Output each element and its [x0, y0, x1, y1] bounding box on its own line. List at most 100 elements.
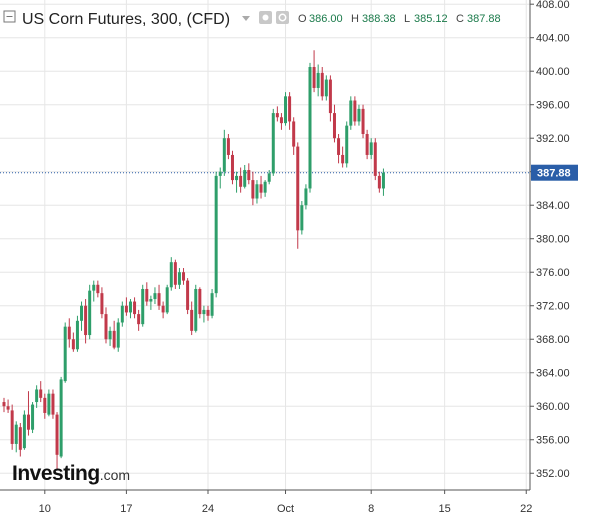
candle-down: [275, 106, 279, 122]
candle-down: [124, 297, 128, 316]
candle-body: [22, 414, 26, 449]
svg-text:Investing.com: Investing.com: [12, 462, 130, 485]
candle-up: [31, 402, 35, 434]
current-price-badge-label: 387.88: [537, 168, 571, 180]
candle-down: [251, 171, 255, 206]
collapse-icon[interactable]: [3, 10, 16, 23]
candle-up: [177, 268, 181, 289]
candle-up: [108, 326, 112, 346]
candle-body: [63, 326, 67, 382]
candle-body: [39, 389, 43, 398]
candle-body: [88, 290, 92, 336]
candle-down: [292, 117, 296, 155]
candle-body: [10, 410, 14, 444]
candle-up: [300, 201, 304, 235]
x-tick-label: 8: [368, 503, 374, 515]
current-price-badge-layer: 387.88: [531, 164, 578, 181]
candle-up: [304, 184, 308, 210]
candle-up: [169, 257, 173, 291]
candle-body: [341, 154, 345, 164]
candle-up: [128, 299, 132, 319]
candle-up: [194, 284, 198, 333]
candle-body: [161, 305, 165, 313]
candle-down: [112, 320, 116, 350]
candle-body: [296, 146, 300, 231]
candles: [2, 50, 385, 470]
candle-body: [365, 134, 369, 155]
y-tick-label: 360.00: [536, 401, 570, 413]
candle-down: [230, 150, 234, 185]
candle-body: [177, 272, 181, 285]
candle-body: [173, 262, 177, 285]
candle-body: [324, 79, 328, 97]
candle-down: [43, 393, 47, 419]
candle-down: [100, 287, 104, 319]
candle-body: [137, 314, 141, 325]
candle-up: [210, 288, 214, 319]
logo-main-text: Investing: [12, 462, 100, 485]
x-tick-label: 24: [202, 503, 214, 515]
gear-icon[interactable]: [276, 11, 289, 24]
ohlc-readout: O 386.00 H 388.38 L 385.12 C 387.88: [298, 13, 501, 25]
candle-up: [92, 280, 96, 302]
candle-down: [137, 309, 141, 331]
candle-body: [369, 142, 373, 155]
candle-body: [120, 305, 124, 323]
y-tick-label: 380.00: [536, 234, 570, 246]
ohlc-low-label: L: [404, 13, 410, 25]
investing-logo: Investing.com: [12, 462, 130, 485]
candle-body: [198, 288, 202, 315]
candle-down: [353, 96, 357, 126]
candle-body: [67, 326, 71, 340]
y-tick-label: 384.00: [536, 200, 570, 212]
candle-up: [308, 62, 312, 193]
candle-down: [6, 399, 10, 413]
candle-down: [226, 134, 230, 160]
candle-body: [80, 305, 84, 321]
candle-body: [104, 314, 108, 340]
candle-body: [304, 188, 308, 206]
ohlc-high-label: H: [351, 13, 359, 25]
candle-body: [275, 113, 279, 118]
candle-down: [239, 167, 243, 193]
candle-down: [320, 67, 324, 101]
candle-body: [149, 299, 153, 302]
y-tick-label: 368.00: [536, 334, 570, 346]
x-tick-label: 10: [39, 503, 51, 515]
candle-body: [337, 138, 341, 155]
eye-icon[interactable]: [259, 11, 272, 24]
candle-up: [349, 96, 353, 130]
candle-body: [308, 67, 312, 189]
candle-up: [59, 376, 63, 459]
y-axis: 352.00 356.00 360.00 364.00 368.00 372.00 376.…: [530, 0, 570, 480]
ohlc-high-value: 388.38: [362, 13, 396, 25]
candle-body: [128, 301, 132, 313]
ohlc-close-value: 387.88: [467, 13, 501, 25]
candle-body: [2, 402, 6, 407]
x-tick-label: 17: [120, 503, 132, 515]
candle-body: [6, 406, 10, 410]
candle-down: [361, 104, 365, 139]
current-price-badge-bg: [531, 164, 578, 181]
candle-up: [141, 284, 145, 327]
candle-body: [214, 175, 218, 294]
candle-down: [84, 299, 88, 344]
candle-up: [324, 75, 328, 101]
candle-up: [218, 167, 222, 189]
y-tick-label: 400.00: [536, 66, 570, 78]
chevron-down-icon[interactable]: [242, 16, 250, 21]
candle-body: [210, 293, 214, 316]
candle-body: [157, 293, 161, 306]
candle-body: [267, 173, 271, 182]
candle-body: [153, 293, 157, 300]
candle-down: [341, 146, 345, 168]
candle-down: [173, 259, 177, 289]
candle-body: [59, 379, 63, 457]
candle-body: [194, 288, 198, 331]
y-tick-label: 372.00: [536, 301, 570, 313]
candle-body: [239, 175, 243, 187]
candle-body: [243, 170, 247, 187]
candle-up: [75, 315, 79, 352]
ohlc-open-value: 386.00: [309, 13, 343, 25]
